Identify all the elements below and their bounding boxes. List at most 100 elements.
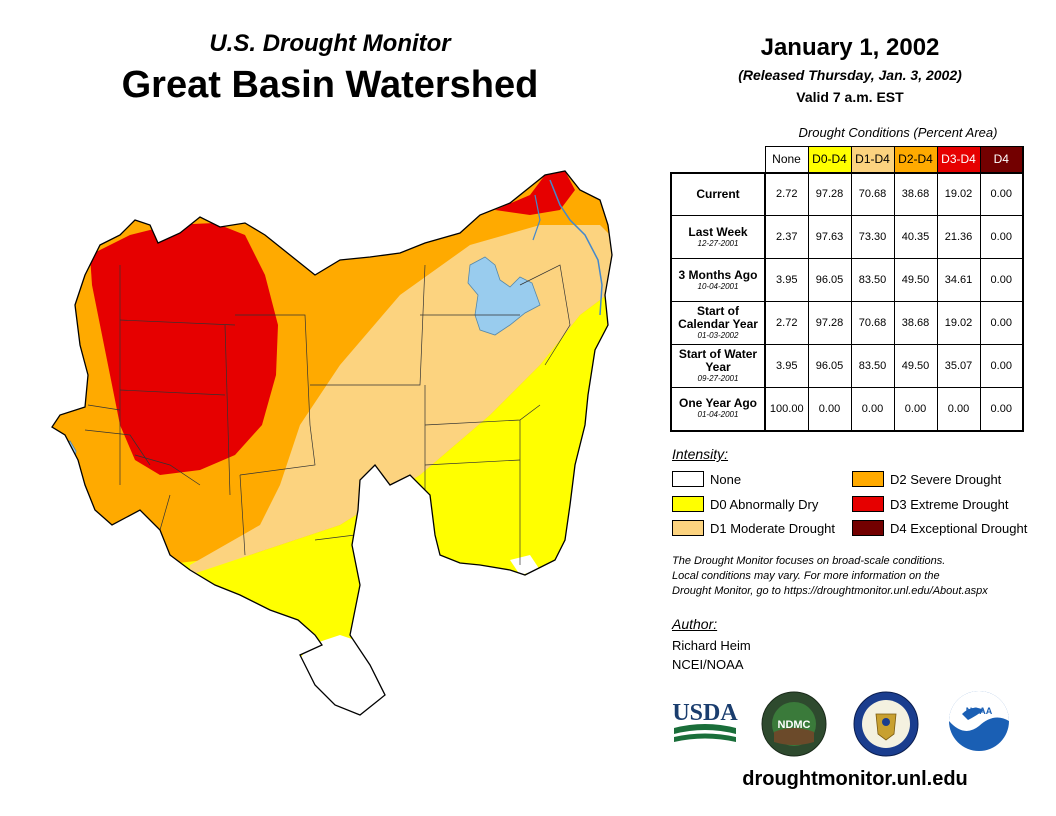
col-header-none: None (764, 146, 809, 174)
row-header: Current (670, 171, 766, 216)
table-cell: 2.72 (764, 301, 809, 345)
disclaimer-note: The Drought Monitor focuses on broad-sca… (672, 554, 1042, 599)
row-label: One Year Ago (678, 396, 758, 411)
note-line-3: Drought Monitor, go to https://droughtmo… (672, 585, 988, 597)
legend-label-none: None (710, 471, 742, 487)
table-row: 3 Months Ago 10-04-2001 3.95 96.05 83.50 49.5… (670, 258, 1024, 302)
table-row: Current 2.72 97.28 70.68 38.68 19.02 0.00 (670, 171, 1024, 216)
table-cell: 49.50 (893, 344, 938, 388)
table-cell: 0.00 (850, 387, 895, 432)
col-header-d2-d4: D2-D4 (893, 146, 938, 174)
ndmc-logo-text: NDMC (778, 719, 811, 731)
table-cell: 21.36 (936, 215, 981, 259)
row-sublabel: 10-04-2001 (697, 281, 739, 291)
table-cell: 2.72 (764, 171, 809, 216)
legend-d0: D0 Abnormally Dry (672, 496, 818, 512)
table-cell: 0.00 (979, 301, 1024, 345)
table-cell: 0.00 (807, 387, 852, 432)
legend-swatch-d3 (852, 496, 884, 512)
col-header-d3-d4: D3-D4 (936, 146, 981, 174)
legend-swatch-d4 (852, 520, 884, 536)
sub-basin-boundaries (84, 264, 571, 565)
row-label: Current (696, 186, 740, 201)
table-cell: 0.00 (979, 344, 1024, 388)
author-org: NCEI/NOAA (672, 657, 744, 672)
row-sublabel: 09-27-2001 (697, 374, 739, 383)
row-label: Start of Calendar Year (678, 304, 758, 331)
table-corner (671, 147, 765, 173)
table-cell: 0.00 (979, 171, 1024, 216)
river (549, 179, 603, 316)
table-cell: 35.07 (936, 344, 981, 388)
legend-swatch-d0 (672, 496, 704, 512)
author-name: Richard Heim (672, 638, 751, 653)
table-cell: 0.00 (979, 258, 1024, 302)
legend-label-d2: D2 Severe Drought (890, 471, 1002, 487)
row-sublabel: 12-27-2001 (697, 238, 739, 248)
legend-swatch-d2 (852, 471, 884, 487)
table-cell: 2.37 (764, 215, 809, 259)
legend-swatch-none (672, 471, 704, 487)
table-cell: 73.30 (850, 215, 895, 259)
usda-logo: USDA (672, 700, 738, 742)
table-cell: 0.00 (979, 215, 1024, 259)
usda-logo-text: USDA (672, 700, 738, 726)
table-row: Start of Calendar Year 01-03-2002 2.72 97.2… (670, 301, 1024, 345)
map-subtitle: U.S. Drought Monitor (209, 30, 451, 57)
table-cell: 0.00 (936, 387, 981, 432)
great-salt-lake (467, 256, 541, 336)
table-cell: 19.02 (936, 301, 981, 345)
drought-conditions-table: None D0-D4 D1-D4 D2-D4 D3-D4 D4 Current 2… (670, 146, 1024, 432)
author-label: Author: (672, 616, 718, 632)
legend-label-d1: D1 Moderate Drought (710, 520, 836, 536)
table-cell: 70.68 (850, 301, 895, 345)
row-sublabel: 01-04-2001 (697, 410, 739, 420)
ndmc-logo: NDMC (761, 691, 827, 757)
row-label: Start of Water Year (678, 347, 758, 374)
col-header-d4: D4 (979, 146, 1024, 174)
table-cell: 96.05 (807, 258, 852, 302)
map-none-east-edge (510, 555, 540, 575)
table-cell: 0.00 (979, 387, 1024, 432)
table-cell: 83.50 (850, 258, 895, 302)
row-header: Start of Calendar Year 01-03-2002 (670, 301, 766, 345)
row-label: Last Week (688, 224, 748, 239)
table-cell: 3.95 (764, 258, 809, 302)
row-label: 3 Months Ago (678, 267, 758, 282)
map-d3-region (90, 223, 278, 475)
table-cell: 19.02 (936, 171, 981, 216)
row-header: 3 Months Ago 10-04-2001 (670, 258, 766, 302)
row-header: Start of Water Year 09-27-2001 (670, 344, 766, 388)
row-header: Last Week 12-27-2001 (670, 215, 766, 259)
legend-swatch-d1 (672, 520, 704, 536)
table-cell: 97.63 (807, 215, 852, 259)
map-none-region (295, 635, 390, 715)
river-tributary (532, 194, 541, 241)
table-cell: 49.50 (893, 258, 938, 302)
doc-seal-logo (853, 691, 919, 757)
legend-label-d3: D3 Extreme Drought (890, 496, 1009, 512)
legend-label-d4: D4 Exceptional Drought (890, 520, 1028, 536)
row-header: One Year Ago 01-04-2001 (670, 387, 766, 432)
map-d3-north-tip (495, 171, 575, 215)
legend-none: None (672, 471, 741, 487)
legend-d4: D4 Exceptional Drought (852, 520, 1027, 536)
table-cell: 40.35 (893, 215, 938, 259)
noaa-logo: NOAA (949, 691, 1009, 751)
valid-time: Valid 7 a.m. EST (796, 89, 904, 105)
table-row: One Year Ago 01-04-2001 100.00 0.00 0.00 0.00… (670, 387, 1024, 432)
row-sublabel: 01-03-2002 (697, 331, 739, 340)
map-date: January 1, 2002 (760, 34, 940, 61)
legend-label-d0: D0 Abnormally Dry (710, 496, 819, 512)
table-cell: 0.00 (893, 387, 938, 432)
legend-d3: D3 Extreme Drought (852, 496, 1009, 512)
table-row: Last Week 12-27-2001 2.37 97.63 73.30 40.35 21… (670, 215, 1024, 259)
table-cell: 100.00 (764, 387, 809, 432)
table-cell: 70.68 (850, 171, 895, 216)
noaa-logo-text: NOAA (966, 706, 993, 716)
footer-url[interactable]: droughtmonitor.unl.edu (742, 768, 968, 790)
legend-d1: D1 Moderate Drought (672, 520, 835, 536)
release-date: (Released Thursday, Jan. 3, 2002) (738, 67, 962, 83)
table-cell: 38.68 (893, 301, 938, 345)
map-title: Great Basin Watershed (121, 64, 539, 106)
